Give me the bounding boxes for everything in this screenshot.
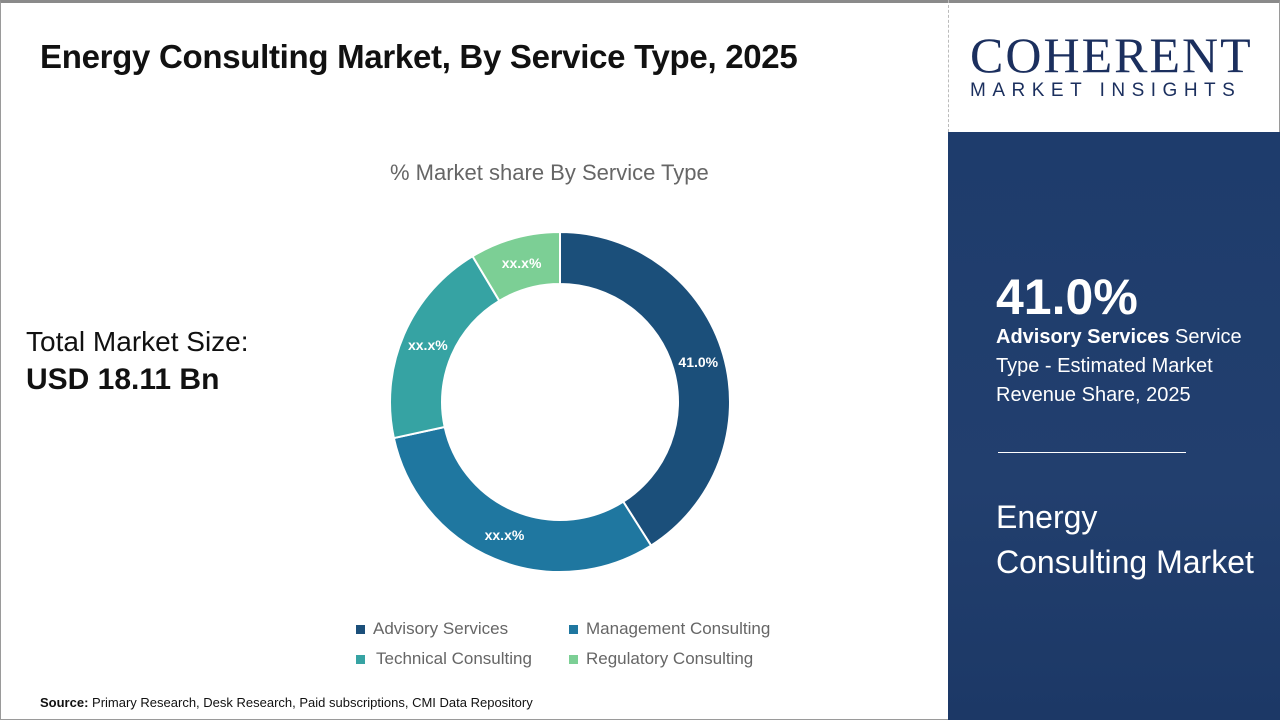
logo-wordmark: COHERENT — [970, 27, 1253, 83]
highlight-description: Advisory Services Service Type - Estimat… — [996, 323, 1266, 410]
legend-item-management: Management Consulting — [569, 619, 770, 639]
data-label: xx.x% — [408, 337, 448, 353]
donut-slice-management-consulting — [392, 425, 653, 573]
legend-item-technical: Technical Consulting — [356, 649, 532, 669]
panel-divider — [998, 452, 1186, 453]
legend-swatch — [569, 624, 578, 634]
legend-item-advisory: Advisory Services — [356, 619, 508, 639]
market-name: Energy Consulting Market — [996, 499, 1254, 580]
donut-slice-advisory-services — [559, 230, 732, 547]
data-label: xx.x% — [502, 255, 542, 271]
highlight-percentage: 41.0% — [996, 269, 1138, 325]
divider-line — [948, 0, 949, 132]
legend-label: Technical Consulting — [376, 649, 532, 668]
data-label: xx.x% — [485, 527, 525, 543]
page-title: Energy Consulting Market, By Service Typ… — [40, 38, 798, 75]
donut-chart: 41.0% xx.x% xx.x% xx.x% — [389, 230, 732, 573]
legend-swatch — [356, 654, 365, 664]
source-label: Source: — [40, 695, 89, 710]
logo-tagline: MARKET INSIGHTS — [970, 80, 1242, 101]
highlight-desc-text: Service Type - Estimated Market Revenue … — [996, 326, 1242, 406]
donut-slice-regulatory-consulting — [471, 230, 561, 303]
chart-title: % Market share By Service Type — [390, 160, 709, 185]
data-label: 41.0% — [678, 354, 718, 370]
total-market-label: Total Market Size: — [26, 326, 249, 357]
total-market-value: USD 18.11 Bn — [26, 363, 220, 396]
legend-item-regulatory: Regulatory Consulting — [569, 649, 753, 669]
company-logo: COHERENT MARKET INSIGHTS — [970, 30, 1253, 102]
source-text: Primary Research, Desk Research, Paid su… — [88, 695, 533, 710]
source-note: Source: Primary Research, Desk Research,… — [40, 695, 533, 710]
legend-label: Management Consulting — [586, 619, 771, 638]
legend-swatch — [569, 654, 578, 664]
highlight-segment: Advisory Services — [996, 326, 1170, 348]
legend-swatch — [356, 624, 365, 634]
highlight-panel — [948, 132, 1280, 720]
legend-label: Advisory Services — [373, 619, 509, 638]
legend-label: Regulatory Consulting — [586, 649, 754, 668]
